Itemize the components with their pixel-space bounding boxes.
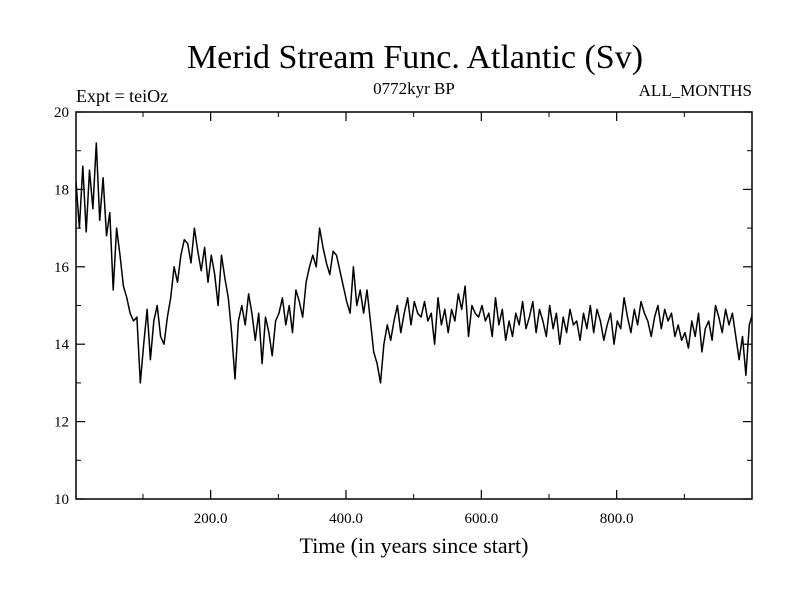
- y-tick-label: 14: [54, 337, 70, 353]
- x-tick-label: 200.0: [194, 511, 228, 527]
- x-tick-label: 800.0: [600, 511, 634, 527]
- chart-title: Merid Stream Func. Atlantic (Sv): [187, 39, 643, 76]
- y-tick-label: 16: [54, 260, 70, 276]
- x-axis-label: Time (in years since start): [300, 533, 529, 558]
- y-axis: 10 12 14 16 18 20: [54, 105, 752, 508]
- series-line: [76, 142, 752, 384]
- x-tick-label: 400.0: [329, 511, 363, 527]
- y-tick-label: 18: [54, 182, 69, 198]
- age-label: 0772kyr BP: [373, 79, 455, 98]
- plot-area: [76, 142, 752, 384]
- y-tick-label: 10: [54, 492, 69, 508]
- months-label: ALL_MONTHS: [639, 81, 752, 100]
- x-tick-label: 600.0: [464, 511, 498, 527]
- experiment-label: Expt = teiOz: [76, 86, 168, 106]
- x-axis: 200.0 400.0 600.0 800.0: [142, 112, 685, 527]
- y-tick-label: 12: [54, 415, 69, 431]
- y-tick-label: 20: [54, 105, 69, 121]
